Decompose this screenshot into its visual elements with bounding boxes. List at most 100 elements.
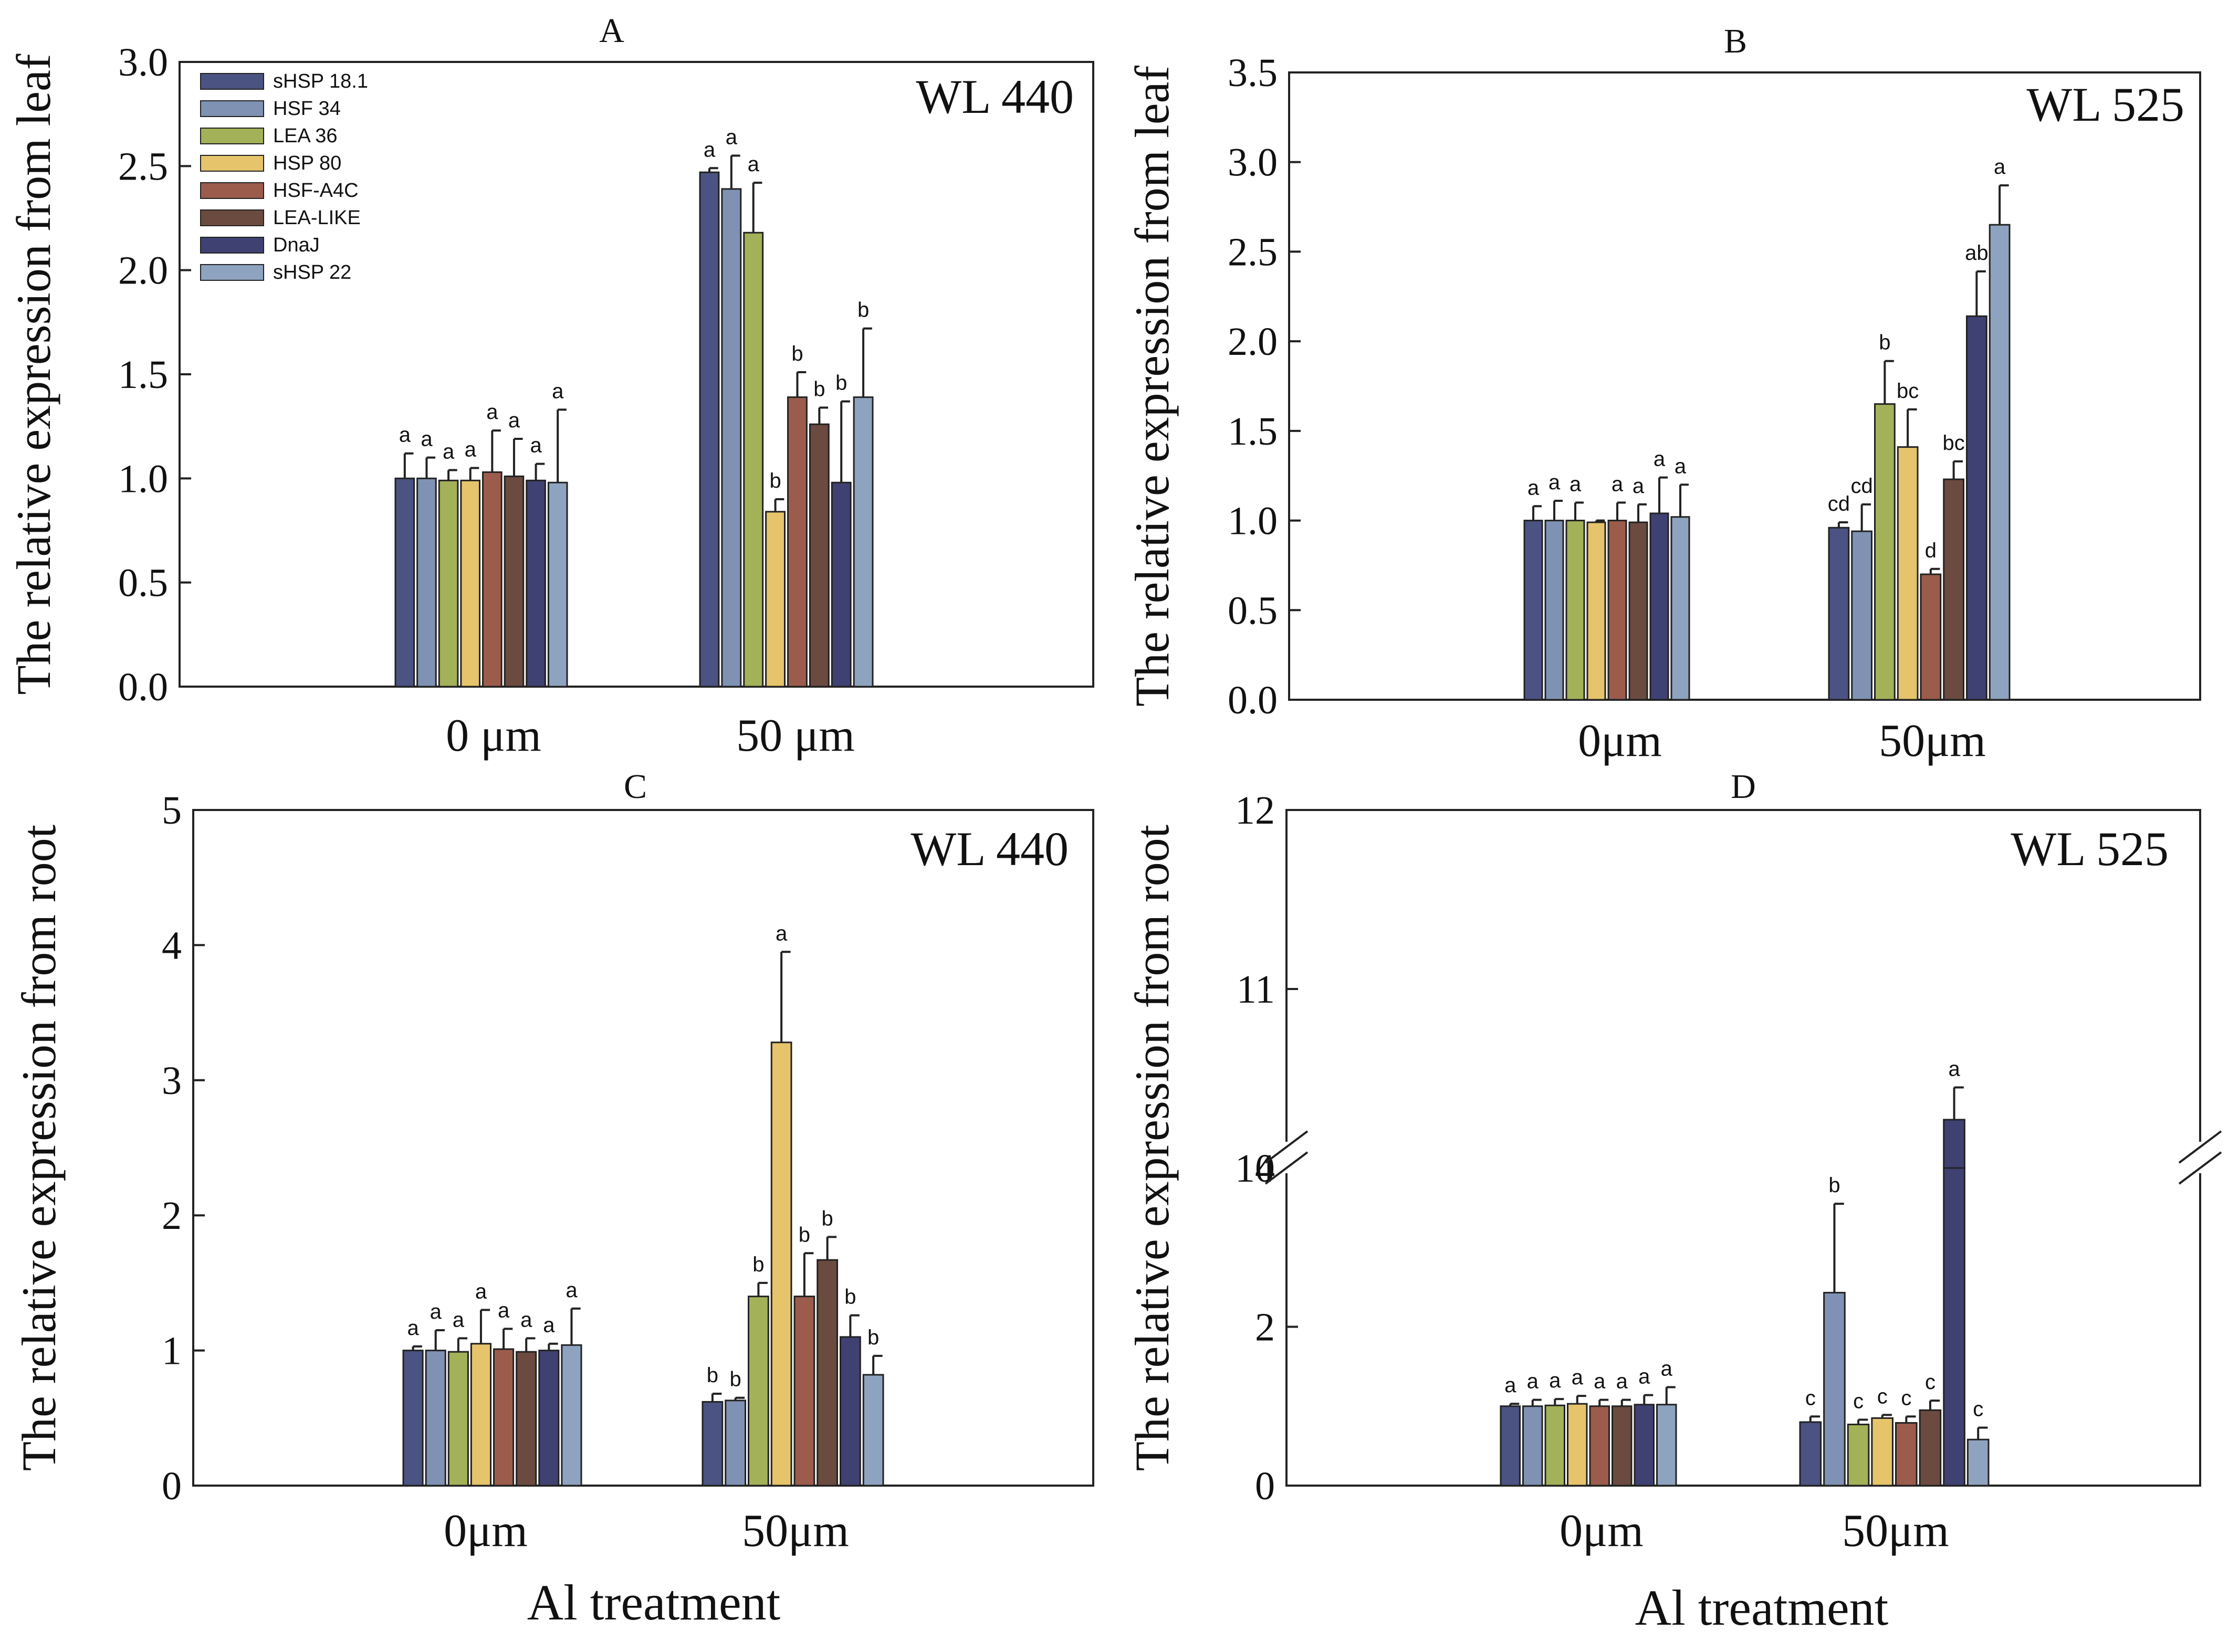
cultivar-label: WL 440 [911, 822, 1069, 876]
y-tick-label: 5 [162, 788, 182, 833]
bar [1565, 520, 1585, 701]
bar [770, 1041, 792, 1487]
y-axis-label: The relative expression from root [12, 824, 66, 1471]
bar [447, 1351, 469, 1487]
significance-label: a [1504, 1374, 1516, 1397]
axis-break-mark [2178, 1151, 2222, 1185]
bar [817, 1259, 838, 1487]
significance-label: bc [1897, 380, 1919, 403]
axis-break-mark [2178, 1130, 2222, 1164]
y-tick-label: 0.0 [118, 665, 168, 709]
legend-label: LEA-LIKE [273, 207, 361, 229]
y-tick-label: 2 [1255, 1306, 1275, 1350]
panel-title: C [624, 767, 647, 806]
x-axis-label: Al treatment [527, 1574, 781, 1630]
y-tick-label: 2 [162, 1194, 182, 1238]
axis-break-mark [1264, 1130, 1309, 1164]
bar [743, 232, 764, 688]
bar [470, 1343, 491, 1487]
category-label: 0μm [1578, 715, 1662, 766]
bar [1656, 1404, 1677, 1487]
bar [547, 481, 568, 688]
legend-label: DnaJ [273, 234, 320, 256]
bar [1586, 521, 1606, 701]
significance-label: b [835, 372, 847, 395]
bar [438, 479, 459, 688]
category-label: 0μm [1560, 1506, 1644, 1556]
significance-label: d [1925, 539, 1937, 562]
y-tick-label: 12 [1235, 788, 1275, 833]
significance-label: a [407, 1317, 419, 1340]
bar [699, 171, 720, 688]
bar [493, 1348, 515, 1487]
bar [1522, 1405, 1543, 1487]
significance-label: b [799, 1223, 810, 1246]
y-tick-label: 1.0 [118, 457, 168, 501]
panel-C: 0 1 2 3 4 5 C WL 440 The relative expression fro… [12, 767, 1094, 1630]
significance-label: bc [1943, 432, 1965, 455]
bar [1966, 1438, 1990, 1487]
bar [748, 1296, 769, 1487]
bar [1943, 1119, 1965, 1169]
legend-swatch [200, 182, 264, 199]
bar [1966, 315, 1987, 701]
significance-label: a [543, 1314, 555, 1337]
bar [1874, 403, 1896, 701]
significance-label: a [566, 1279, 578, 1302]
bar [394, 477, 415, 688]
significance-label: cd [1851, 475, 1873, 498]
bar [853, 396, 874, 688]
significance-label: b [730, 1368, 741, 1391]
bar [765, 511, 786, 688]
y-tick-label: 1.5 [1228, 409, 1278, 454]
bar [1500, 1405, 1521, 1487]
legend-label: LEA 36 [273, 125, 338, 147]
category-label: 0μm [444, 1506, 528, 1556]
significance-label: b [1879, 331, 1890, 354]
bar [793, 1296, 815, 1487]
y-tick-label: 1 [162, 1329, 182, 1373]
bar [526, 479, 546, 688]
category-label: 50μm [742, 1506, 849, 1556]
bar [504, 475, 525, 688]
bar [1607, 520, 1627, 701]
legend-swatch [200, 237, 264, 254]
y-tick-label: 3.0 [1228, 141, 1278, 185]
category-label: 50μm [1842, 1506, 1949, 1556]
significance-label: a [530, 434, 542, 457]
y-tick-label: 0.5 [118, 561, 168, 605]
bar [402, 1350, 424, 1487]
bar [721, 188, 742, 688]
panel-title: A [599, 12, 624, 50]
x-axis-label: Al treatment [1635, 1580, 1889, 1636]
bar [809, 423, 830, 688]
significance-label: c [1973, 1398, 1983, 1421]
bar [1897, 446, 1919, 701]
category-label: 50 μm [736, 710, 855, 761]
bar [831, 481, 852, 688]
y-tick-label: 11 [1237, 967, 1275, 1012]
bar [1612, 1405, 1633, 1487]
bar [1799, 1421, 1822, 1487]
y-tick-label: 4 [162, 923, 182, 967]
bar [1634, 1404, 1655, 1487]
bar [460, 479, 480, 688]
bar [1828, 527, 1850, 701]
legend-swatch [200, 100, 264, 117]
panel-B: 0.0 0.5 1.0 1.5 2.0 2.5 3.0 3.5 B WL 525 The relat… [1125, 22, 2201, 766]
plot-frame [192, 809, 1094, 1487]
category-label: 50μm [1879, 715, 1986, 766]
significance-label: c [1901, 1386, 1911, 1409]
plot-frame [1285, 809, 2201, 1487]
bar [1919, 1409, 1942, 1487]
y-tick-label: 0 [1255, 1464, 1275, 1508]
significance-label: c [1853, 1390, 1864, 1413]
significance-label: a [430, 1300, 442, 1323]
y-tick-label: 3.0 [118, 40, 168, 85]
significance-label: a [552, 380, 564, 403]
y-axis-label: The relative expression from leaf [7, 54, 60, 695]
y-tick-label: 2.5 [1228, 230, 1278, 274]
bar [1943, 1167, 1965, 1487]
significance-label: cd [1828, 492, 1850, 515]
